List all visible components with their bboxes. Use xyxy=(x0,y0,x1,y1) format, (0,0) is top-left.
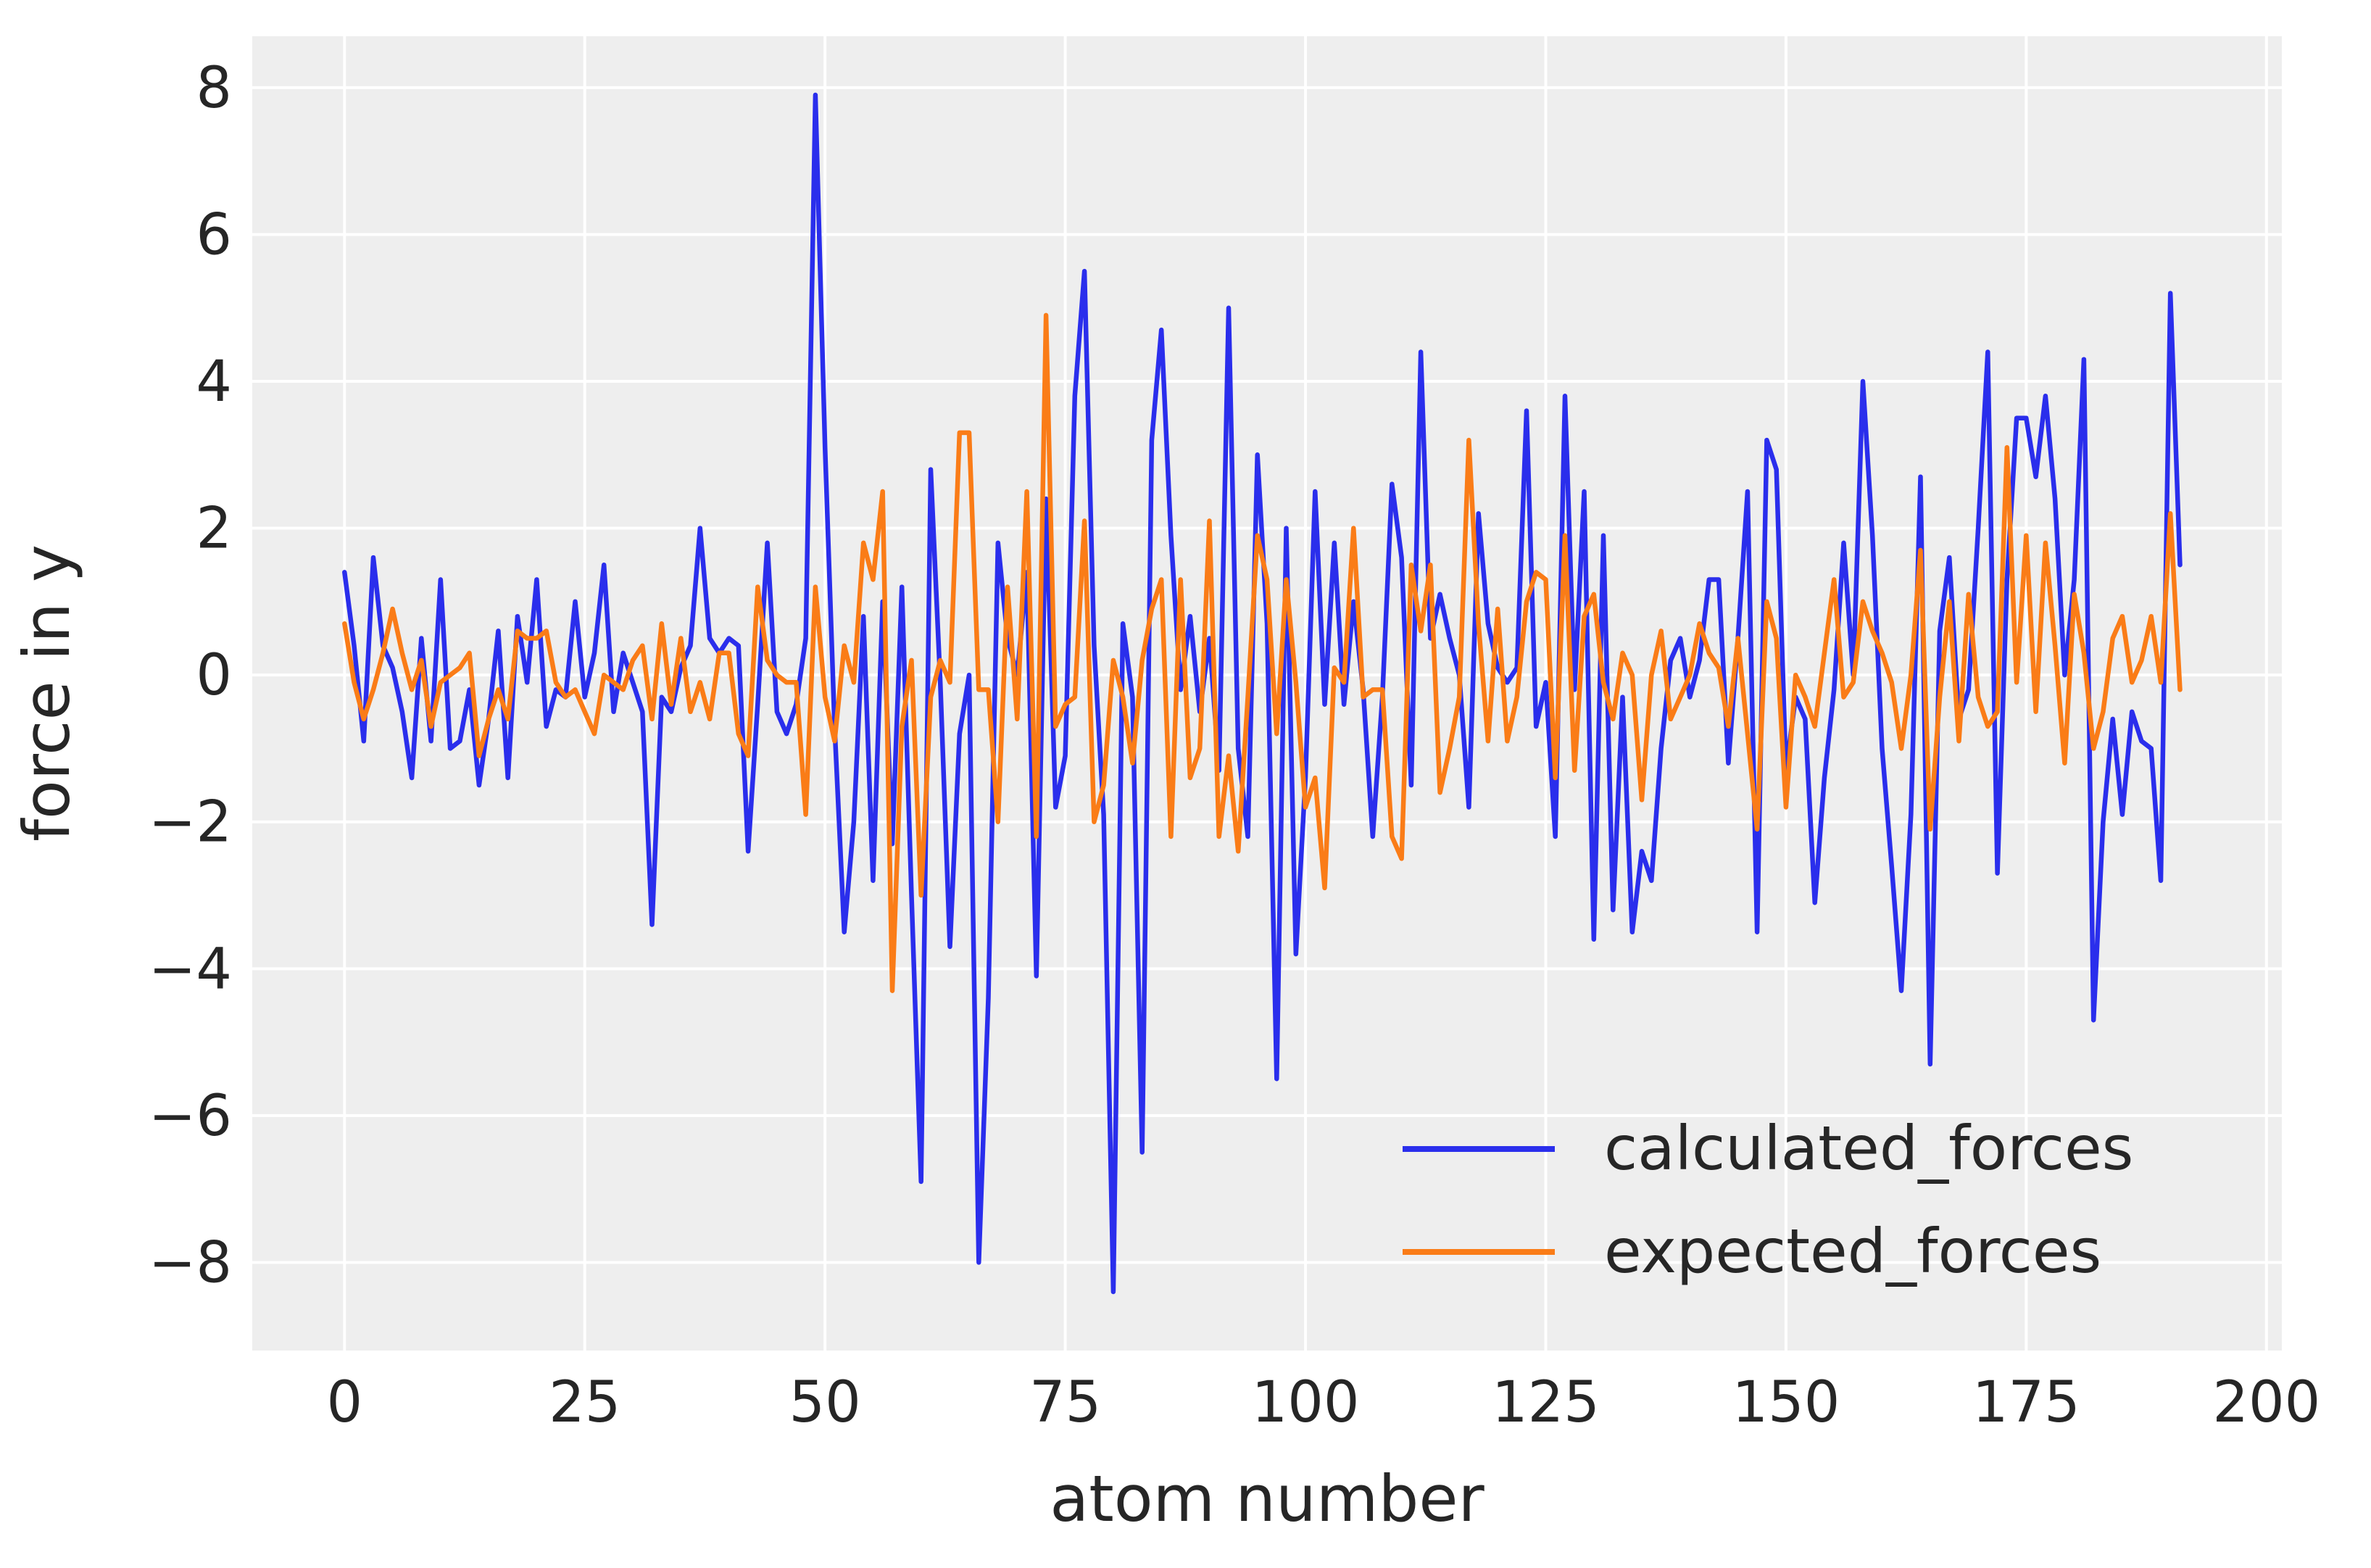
x-tick-label-100: 100 xyxy=(1252,1370,1360,1435)
y-tick-label-8: 8 xyxy=(196,56,232,121)
x-tick-label-50: 50 xyxy=(789,1370,861,1435)
x-tick-label-200: 200 xyxy=(2212,1370,2320,1435)
x-tick-label-75: 75 xyxy=(1029,1370,1101,1435)
y-tick-label-2: 2 xyxy=(196,497,232,562)
x-tick-label-125: 125 xyxy=(1492,1370,1600,1435)
y-tick-label--6: −6 xyxy=(149,1084,232,1149)
y-tick-label-0: 0 xyxy=(196,643,232,708)
x-tick-label-150: 150 xyxy=(1732,1370,1840,1435)
series-line-expected-forces xyxy=(342,312,2183,993)
x-tick-label-0: 0 xyxy=(326,1370,362,1435)
y-tick-label-4: 4 xyxy=(196,349,232,415)
y-tick-label--2: −2 xyxy=(149,790,232,855)
y-tick-label--4: −4 xyxy=(149,937,232,1002)
y-axis-label: force in y xyxy=(9,544,84,842)
y-tick-labels: −8 −6 −4 −2 0 2 4 6 8 xyxy=(149,56,232,1296)
y-tick-label--8: −8 xyxy=(149,1230,232,1295)
series-lines xyxy=(342,92,2183,1295)
x-tick-label-25: 25 xyxy=(549,1370,620,1435)
legend-label-expected-forces: expected_forces xyxy=(1604,1216,2101,1287)
legend: calculated_forces expected_forces xyxy=(1403,1113,2133,1287)
y-tick-label-6: 6 xyxy=(196,202,232,267)
x-tick-labels: 0 25 50 75 100 125 150 175 200 xyxy=(326,1370,2320,1435)
legend-label-calculated-forces: calculated_forces xyxy=(1604,1113,2133,1184)
series-line-calculated-forces xyxy=(342,92,2183,1295)
x-axis-label: atom number xyxy=(1050,1461,1485,1536)
x-tick-label-175: 175 xyxy=(1972,1370,2080,1435)
